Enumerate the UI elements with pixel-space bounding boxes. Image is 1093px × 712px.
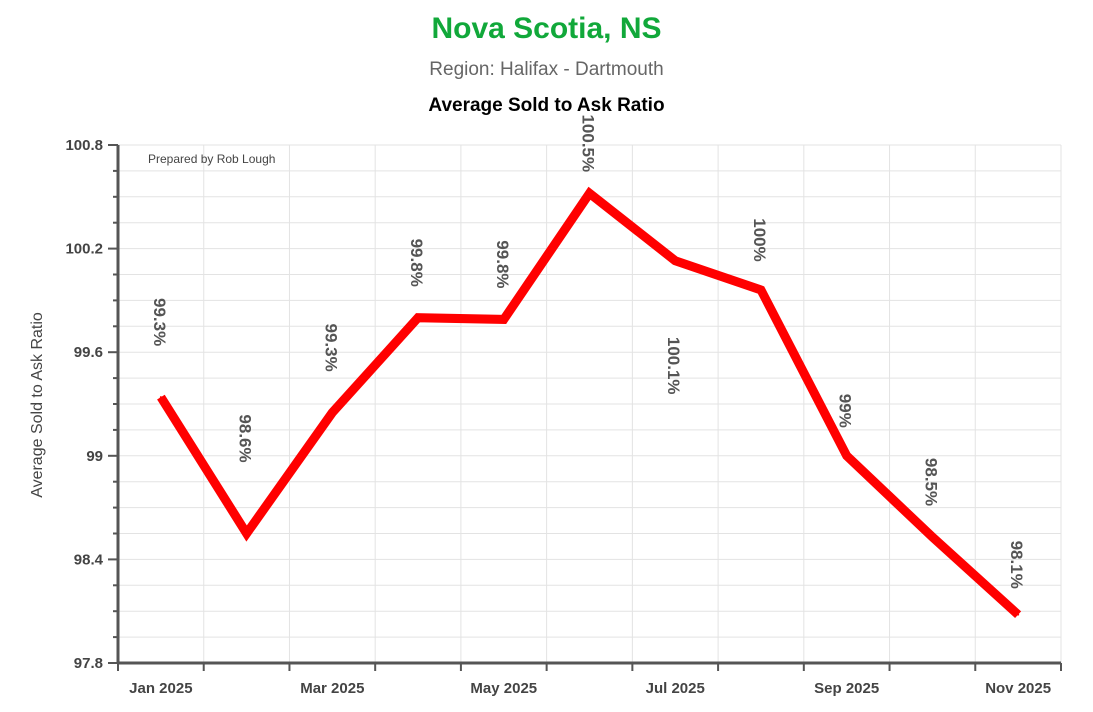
x-tick-label: Sep 2025 bbox=[814, 680, 879, 697]
data-point bbox=[1017, 613, 1020, 616]
data-label: 99% bbox=[836, 394, 855, 428]
data-label: 98.1% bbox=[1007, 541, 1026, 589]
x-tick-label: Nov 2025 bbox=[985, 680, 1051, 697]
y-tick-label: 100.2 bbox=[65, 241, 103, 258]
grid-lines bbox=[118, 144, 1062, 664]
y-axis-label: Average Sold to Ask Ratio bbox=[29, 312, 46, 498]
data-labels: 99.3% 98.6% 99.3% 99.8% 99.8% 100.5% 100.1% 100… bbox=[150, 114, 1026, 588]
data-point bbox=[931, 535, 934, 538]
y-tick-label: 98.4 bbox=[74, 551, 104, 568]
chart-axes bbox=[108, 144, 1062, 671]
data-label: 99.3% bbox=[321, 323, 340, 371]
y-tick-label: 99 bbox=[86, 448, 103, 465]
data-series bbox=[157, 186, 1022, 619]
data-label: 100.5% bbox=[579, 114, 598, 172]
chart-main-title: Nova Scotia, NS bbox=[431, 12, 662, 45]
y-tick-labels: 100.8 100.2 99.6 99 98.4 97.8 bbox=[65, 137, 103, 672]
y-tick-label: 99.6 bbox=[74, 344, 103, 361]
data-point bbox=[331, 411, 334, 414]
x-tick-label: Jul 2025 bbox=[646, 680, 705, 697]
data-point bbox=[417, 316, 420, 319]
x-tick-labels: Jan 2025 Mar 2025 May 2025 Jul 2025 Sep 2025… bbox=[129, 680, 1051, 697]
data-label: 98.5% bbox=[921, 458, 940, 506]
data-label: 99.3% bbox=[150, 298, 169, 346]
y-tick-label: 100.8 bbox=[65, 137, 103, 154]
x-tick-label: May 2025 bbox=[470, 680, 537, 697]
data-label: 100% bbox=[750, 218, 769, 261]
data-label: 99.8% bbox=[493, 240, 512, 288]
data-label: 99.8% bbox=[407, 239, 426, 287]
data-point bbox=[159, 396, 162, 399]
chart-subtitle: Region: Halifax - Dartmouth bbox=[429, 59, 664, 80]
data-point bbox=[245, 532, 248, 535]
data-label: 100.1% bbox=[664, 337, 683, 395]
x-tick-label: Jan 2025 bbox=[129, 680, 192, 697]
data-point bbox=[588, 192, 591, 195]
data-point bbox=[502, 318, 505, 321]
data-point bbox=[674, 259, 677, 262]
data-point bbox=[759, 289, 762, 292]
y-tick-label: 97.8 bbox=[74, 655, 103, 672]
data-point bbox=[845, 454, 848, 457]
data-label: 98.6% bbox=[236, 414, 255, 462]
chart-title: Average Sold to Ask Ratio bbox=[428, 95, 665, 116]
x-tick-label: Mar 2025 bbox=[300, 680, 364, 697]
credit-note: Prepared by Rob Lough bbox=[148, 152, 275, 166]
